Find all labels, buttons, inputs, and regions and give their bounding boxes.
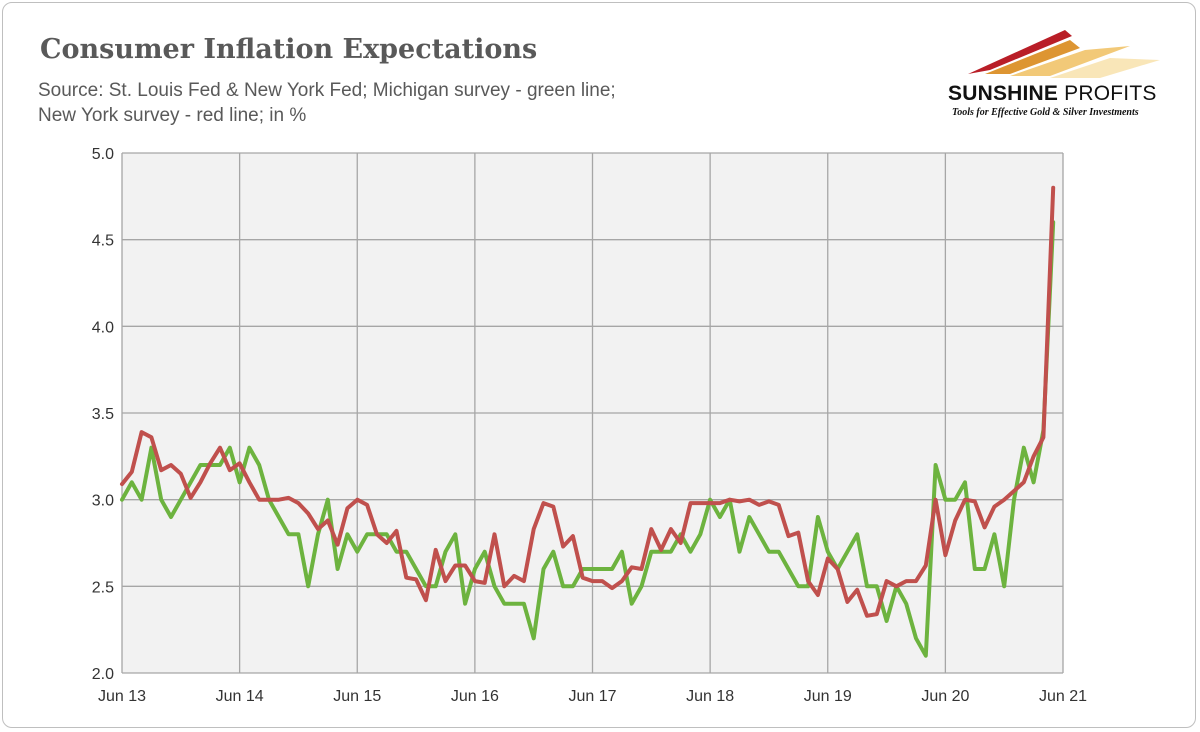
gridlines (121, 152, 1064, 674)
logo-rays-icon (968, 30, 1160, 78)
logo-tagline: Tools for Effective Gold & Silver Invest… (952, 107, 1139, 118)
x-tick-label: Jun 17 (568, 688, 616, 705)
x-tick-label: Jun 15 (333, 688, 381, 705)
chart-subtitle: Source: St. Louis Fed & New York Fed; Mi… (38, 78, 616, 128)
x-tick-label: Jun 13 (98, 688, 146, 705)
y-tick-label: 3.5 (92, 406, 114, 423)
x-tick-label: Jun 20 (921, 688, 969, 705)
y-tick-label: 4.0 (92, 319, 114, 336)
x-tick-label: Jun 19 (804, 688, 852, 705)
y-tick-label: 4.5 (92, 233, 114, 250)
subtitle-line-2: New York survey - red line; in % (38, 105, 307, 126)
x-tick-label: Jun 21 (1039, 688, 1087, 705)
chart-title: Consumer Inflation Expectations (40, 34, 538, 65)
sunshine-profits-logo: SUNSHINE PROFITS Tools for Effective Gol… (930, 18, 1180, 128)
x-tick-label: Jun 16 (451, 688, 499, 705)
subtitle-line-1: Source: St. Louis Fed & New York Fed; Mi… (38, 80, 616, 101)
x-tick-label: Jun 14 (216, 688, 264, 705)
y-tick-label: 2.5 (92, 579, 114, 596)
x-tick-label: Jun 18 (686, 688, 734, 705)
y-tick-label: 5.0 (92, 146, 114, 163)
new-york-survey-line (120, 185, 1056, 618)
logo-name-bold: SUNSHINE (948, 82, 1059, 105)
logo-name-light: PROFITS (1064, 82, 1157, 105)
michigan-survey-line (120, 220, 1056, 658)
y-tick-label: 3.0 (92, 493, 114, 510)
y-tick-label: 2.0 (92, 666, 114, 683)
x-axis-ticks: Jun 13 Jun 14 Jun 15 Jun 16 Jun 17 Jun 18 Jun … (98, 688, 1087, 705)
y-axis-ticks: 2.0 2.5 3.0 3.5 4.0 4.5 5.0 (92, 146, 114, 683)
logo-wordmark: SUNSHINE PROFITS (948, 82, 1157, 106)
series-lines (120, 185, 1056, 658)
